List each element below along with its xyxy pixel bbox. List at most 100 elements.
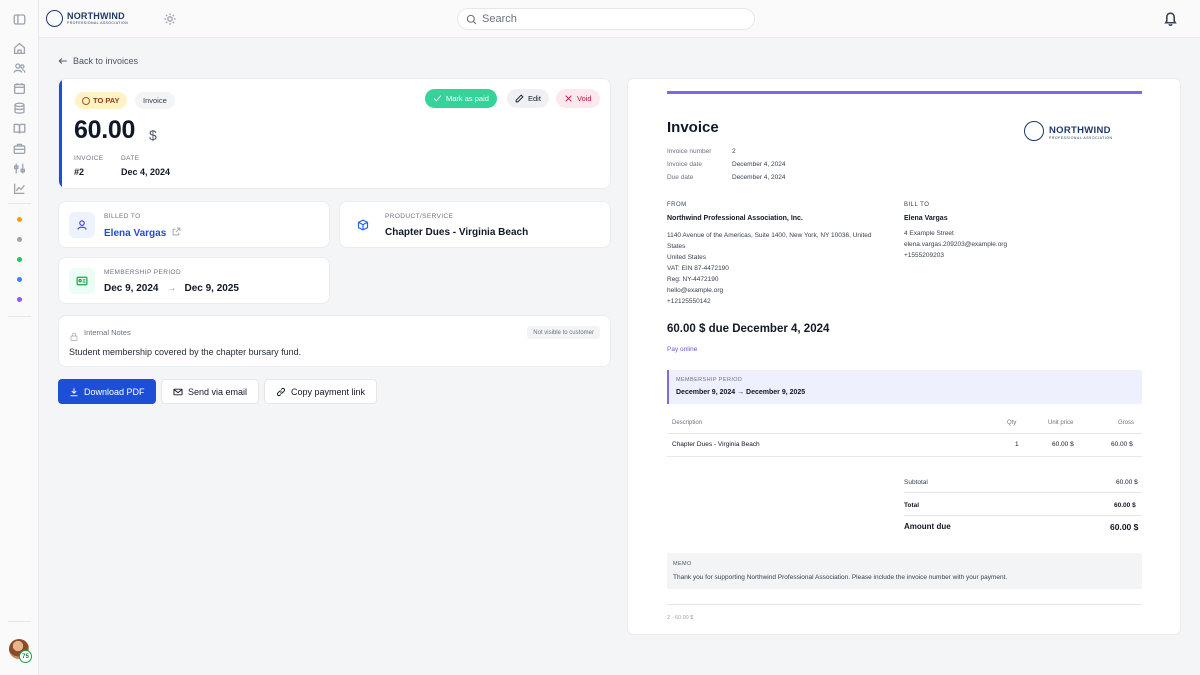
edit-button[interactable]: Edit	[507, 89, 549, 108]
document-brand-tagline: PROFESSIONAL ASSOCIATION	[1049, 136, 1113, 140]
memo-box: MEMO Thank you for supporting Northwind …	[667, 553, 1142, 589]
panel-toggle-icon[interactable]	[12, 12, 26, 26]
user-icon	[69, 212, 95, 238]
sidebar: 75	[0, 0, 39, 675]
sidebar-divider	[8, 316, 31, 317]
billed-to-card: BILLED TO Elena Vargas	[58, 201, 330, 248]
membership-card: MEMBERSHIP PERIOD Dec 9, 2024 → Dec 9, 202…	[58, 257, 330, 304]
from-line: Reg: NY-4472190	[667, 276, 719, 283]
field-value: December 4, 2024	[732, 174, 786, 181]
pencil-icon	[515, 94, 524, 103]
divider	[904, 515, 1142, 516]
bill-to-name: Elena Vargas	[904, 215, 948, 222]
mail-icon	[173, 388, 183, 395]
copy-link-button[interactable]: Copy payment link	[264, 379, 378, 404]
notes-text: Student membership covered by the chapte…	[69, 347, 302, 357]
close-icon	[565, 95, 572, 102]
back-link[interactable]: Back to invoices	[58, 56, 138, 66]
bill-to-label: BILL TO	[904, 202, 930, 208]
total-value: 60.00 $	[1114, 502, 1136, 509]
arrow-left-icon	[58, 58, 67, 64]
subtotal-label: Subtotal	[904, 479, 928, 486]
membership-range: Dec 9, 2024 → Dec 9, 2025	[104, 283, 239, 294]
bill-to-line: 4 Example Street	[904, 230, 954, 237]
link-icon	[276, 387, 286, 396]
lock-icon	[70, 328, 78, 341]
brand-tagline: PROFESSIONAL ASSOCIATION	[67, 21, 129, 25]
bill-to-line: elena.vargas.209203@example.org	[904, 241, 1008, 248]
pay-online-link[interactable]: Pay online	[667, 346, 698, 353]
from-line: 1140 Avenue of the Americas, Suite 1400,…	[667, 232, 872, 239]
mark-paid-button[interactable]: Mark as paid	[425, 89, 497, 108]
row-unit-price: 60.00 $	[1052, 441, 1074, 448]
id-card-icon	[69, 268, 95, 294]
col-gross: Gross	[1118, 420, 1135, 426]
send-email-button[interactable]: Send via email	[161, 379, 260, 404]
from-line: States	[667, 243, 686, 250]
field-label: Due date	[667, 174, 694, 181]
invoice-number-value: #2	[74, 167, 85, 177]
document-title: Invoice	[667, 119, 719, 136]
field-value: 2	[732, 148, 736, 155]
search-bar[interactable]	[457, 8, 755, 30]
membership-start: Dec 9, 2024	[104, 283, 159, 294]
divider	[904, 492, 1142, 493]
database-icon[interactable]	[12, 101, 26, 115]
notes-title: Internal Notes	[84, 328, 131, 337]
void-button[interactable]: Void	[556, 89, 600, 108]
invoice-amount: 60.00	[74, 116, 136, 144]
date-label: DATE	[121, 155, 140, 162]
status-badge: TO PAY	[75, 92, 127, 109]
home-icon[interactable]	[12, 41, 26, 55]
membership-end: Dec 9, 2025	[184, 283, 240, 294]
period-box: MEMBERSHIP PERIOD December 9, 2024 → Dec…	[667, 370, 1142, 404]
billed-to-link[interactable]: Elena Vargas	[104, 227, 181, 239]
book-icon[interactable]	[12, 121, 26, 135]
period-label: MEMBERSHIP PERIOD	[676, 377, 743, 383]
invoice-document: Invoice NORTHWIND PROFESSIONAL ASSOCIATI…	[627, 78, 1181, 635]
product-label: PRODUCT/SERVICE	[385, 213, 454, 220]
sidebar-dot-purple[interactable]	[17, 297, 22, 302]
internal-notes-card: Internal Notes Not visible to customer S…	[58, 315, 611, 367]
from-label: FROM	[667, 202, 687, 208]
bill-to-line: +1555209203	[904, 252, 944, 259]
top-bar: NORTHWIND PROFESSIONAL ASSOCIATION	[39, 0, 1200, 38]
from-line: +12125550142	[667, 298, 711, 305]
row-gross: 60.00 $	[1111, 441, 1133, 448]
bell-icon[interactable]	[1162, 10, 1179, 27]
search-icon	[466, 14, 477, 25]
sidebar-divider	[8, 621, 31, 622]
document-brand: NORTHWIND	[1049, 125, 1111, 136]
sliders-icon[interactable]	[12, 161, 26, 175]
field-value: December 4, 2024	[732, 161, 786, 168]
type-badge: Invoice	[135, 92, 175, 109]
gear-icon[interactable]	[163, 12, 177, 26]
briefcase-icon[interactable]	[12, 141, 26, 155]
col-qty: Qty	[1007, 420, 1017, 426]
download-pdf-button[interactable]: Download PDF	[58, 379, 156, 404]
currency-symbol: $	[149, 127, 157, 143]
brand-name: NORTHWIND	[67, 11, 125, 21]
period-value: December 9, 2024 → December 9, 2025	[676, 389, 806, 396]
avatar-badge: 75	[19, 650, 32, 663]
chart-icon[interactable]	[12, 181, 26, 195]
memo-label: MEMO	[673, 561, 692, 567]
sidebar-divider	[8, 203, 31, 204]
search-input[interactable]	[482, 11, 742, 27]
amount-due-value: 60.00 $	[1110, 522, 1139, 532]
calendar-icon[interactable]	[12, 81, 26, 95]
document-footer: 2 · 60.00 $	[667, 615, 694, 621]
logo-icon	[46, 10, 63, 27]
divider	[667, 604, 1142, 605]
sidebar-dot-blue[interactable]	[17, 277, 22, 282]
sidebar-dot-green[interactable]	[17, 257, 22, 262]
row-qty: 1	[1015, 441, 1019, 448]
sidebar-dot-orange[interactable]	[17, 217, 22, 222]
check-icon	[433, 95, 442, 102]
users-icon[interactable]	[12, 61, 26, 75]
product-card: PRODUCT/SERVICE Chapter Dues - Virginia …	[339, 201, 611, 248]
invoice-number-label: INVOICE	[74, 155, 104, 162]
invoice-summary-card: TO PAY Invoice 60.00 $ INVOICE #2 DATE D…	[58, 78, 611, 189]
sidebar-dot-gray[interactable]	[17, 237, 22, 242]
field-label: Invoice date	[667, 161, 703, 168]
